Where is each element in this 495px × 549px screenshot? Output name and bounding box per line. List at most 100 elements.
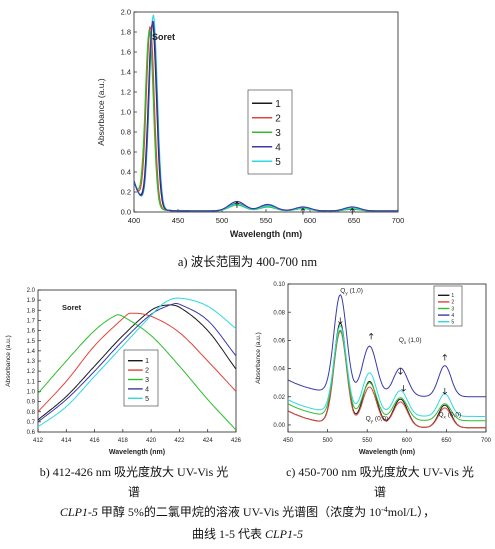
y-tick-label: 0.6 bbox=[27, 430, 36, 436]
series-line-5 bbox=[287, 325, 486, 417]
y-tick-label: 1.4 bbox=[27, 349, 36, 355]
series-line-3 bbox=[287, 329, 486, 422]
y-tick-label: 0.4 bbox=[121, 168, 131, 177]
trend-arrow bbox=[401, 385, 406, 392]
trend-arrow bbox=[338, 317, 343, 324]
x-tick-label: 650 bbox=[441, 438, 452, 444]
plot-frame bbox=[287, 283, 487, 433]
x-tick-label: 416 bbox=[90, 438, 101, 444]
caption-b-line1: b) 412-426 nm 吸光度放大 UV-Vis 光 bbox=[39, 465, 229, 479]
figure-caption: CLP1-5 甲醇 5%的二氯甲烷的溶液 UV-Vis 光谱图（浓度为 10-4… bbox=[0, 503, 495, 520]
y-tick-label: 1.8 bbox=[121, 28, 131, 37]
figure-caption-unit: mol/L）， bbox=[387, 505, 436, 519]
figure-caption-exponent: -4 bbox=[381, 505, 388, 514]
caption-c-line2: 谱 bbox=[373, 485, 386, 499]
legend-label-3: 3 bbox=[275, 128, 281, 139]
series-line-4 bbox=[37, 303, 237, 423]
trend-arrow bbox=[300, 207, 306, 215]
legend-label-2: 2 bbox=[451, 300, 454, 306]
y-tick-label: 1.2 bbox=[27, 369, 36, 375]
x-tick-label: 450 bbox=[283, 438, 294, 444]
caption-c-line1: c) 450-700 nm 吸光度放大 UV-Vis 光 bbox=[286, 465, 474, 479]
figure-caption-compound: CLP1-5 bbox=[59, 505, 98, 519]
q-band-label-2: Qy (0,0) bbox=[366, 416, 389, 424]
series-line-4 bbox=[133, 20, 398, 212]
y-tick-label: 1.0 bbox=[121, 108, 131, 117]
x-tick-label: 550 bbox=[260, 216, 273, 225]
legend-box bbox=[433, 285, 463, 327]
y-tick-label: 1.2 bbox=[121, 88, 131, 97]
legend-label-4: 4 bbox=[275, 142, 281, 153]
x-tick-label: 600 bbox=[402, 438, 413, 444]
figure-caption-text: 甲醇 5%的二氯甲烷的溶液 UV-Vis 光谱图（浓度为 10 bbox=[97, 505, 382, 519]
legend-label-5: 5 bbox=[275, 157, 281, 168]
x-tick-label: 650 bbox=[348, 216, 361, 225]
x-tick-label: 418 bbox=[118, 438, 129, 444]
legend-label-4: 4 bbox=[451, 313, 454, 319]
figure-subcaption-text: 曲线 1-5 代表 bbox=[191, 527, 265, 541]
y-tick-label: 1.0 bbox=[27, 390, 36, 396]
trend-arrow bbox=[368, 332, 374, 340]
series-line-1 bbox=[37, 304, 237, 421]
legend-label-3: 3 bbox=[451, 306, 454, 312]
legend-label-4: 4 bbox=[145, 386, 149, 393]
y-tick-label: 0.8 bbox=[27, 410, 36, 416]
y-tick-label: 1.9 bbox=[27, 298, 36, 304]
caption-b-line2: 谱 bbox=[127, 485, 140, 499]
y-tick-label: 0.0 bbox=[121, 208, 131, 217]
series-line-2 bbox=[287, 330, 486, 429]
y-tick-label: 1.4 bbox=[121, 68, 131, 77]
y-tick-label: 0.9 bbox=[27, 400, 36, 406]
y-tick-label: 2.0 bbox=[27, 288, 36, 294]
y-tick-label: 0.06 bbox=[273, 338, 285, 344]
y-tick-label: 1.5 bbox=[27, 339, 36, 345]
legend-label-1: 1 bbox=[275, 99, 281, 110]
x-axis-label: Wavelength (nm) bbox=[109, 449, 165, 456]
caption-b: b) 412-426 nm 吸光度放大 UV-Vis 光 谱 bbox=[22, 462, 246, 502]
trend-arrow bbox=[349, 207, 355, 215]
legend-label-1: 1 bbox=[451, 293, 454, 299]
x-axis-label: Wavelength (nm) bbox=[359, 449, 415, 456]
legend-label-2: 2 bbox=[275, 113, 281, 124]
y-tick-label: 1.7 bbox=[27, 319, 36, 325]
x-axis-label: Wavelength (nm) bbox=[230, 229, 302, 239]
y-tick-label: 0.8 bbox=[121, 128, 131, 137]
x-tick-label: 426 bbox=[231, 438, 242, 444]
x-tick-label: 500 bbox=[323, 438, 334, 444]
trend-arrow bbox=[442, 387, 448, 395]
y-tick-label: 2.0 bbox=[121, 8, 131, 17]
x-tick-label: 450 bbox=[172, 216, 185, 225]
series-line-5 bbox=[37, 297, 237, 428]
caption-c: c) 450-700 nm 吸光度放大 UV-Vis 光 谱 bbox=[268, 462, 492, 502]
y-tick-label: 0.08 bbox=[273, 310, 285, 316]
y-axis-label: Absorbance (a.u.) bbox=[255, 332, 262, 384]
x-tick-label: 550 bbox=[362, 438, 373, 444]
y-tick-label: 0.7 bbox=[27, 420, 36, 426]
chart-a: 400 450 500 550 600 650 700 0.0 0.2 0.4 0.6 0.8 1.0 1… bbox=[96, 8, 404, 239]
q-band-label-1: Qx (1,0) bbox=[399, 337, 422, 345]
trend-arrow bbox=[398, 368, 403, 375]
series-line-4 bbox=[287, 294, 486, 398]
x-tick-label: 600 bbox=[304, 216, 317, 225]
y-tick-label: 0.02 bbox=[273, 395, 285, 401]
y-tick-label: 1.1 bbox=[27, 379, 36, 385]
legend-label-5: 5 bbox=[451, 320, 454, 326]
y-tick-label: 1.6 bbox=[121, 48, 131, 57]
figure-subcaption: 曲线 1-5 代表 CLP1-5 bbox=[0, 525, 495, 542]
y-tick-label: 0.04 bbox=[273, 367, 285, 373]
figure-subcaption-compound: CLP1-5 bbox=[264, 527, 303, 541]
legend-label-1: 1 bbox=[145, 358, 149, 365]
y-tick-label: 1.3 bbox=[27, 359, 36, 365]
legend-label-2: 2 bbox=[145, 368, 149, 375]
x-tick-label: 412 bbox=[33, 438, 44, 444]
x-tick-label: 422 bbox=[174, 438, 185, 444]
y-axis-label: Absorbance (a.u.) bbox=[96, 78, 106, 146]
series-line-3 bbox=[37, 314, 237, 431]
series-line-2 bbox=[37, 312, 237, 413]
y-tick-label: 0.6 bbox=[121, 148, 131, 157]
y-tick-label: 0.00 bbox=[273, 423, 285, 429]
q-band-label-0: Qy (1,0) bbox=[340, 287, 363, 295]
legend-label-3: 3 bbox=[145, 377, 149, 384]
y-tick-label: 0.10 bbox=[273, 282, 285, 288]
y-tick-label: 0.2 bbox=[121, 188, 131, 197]
